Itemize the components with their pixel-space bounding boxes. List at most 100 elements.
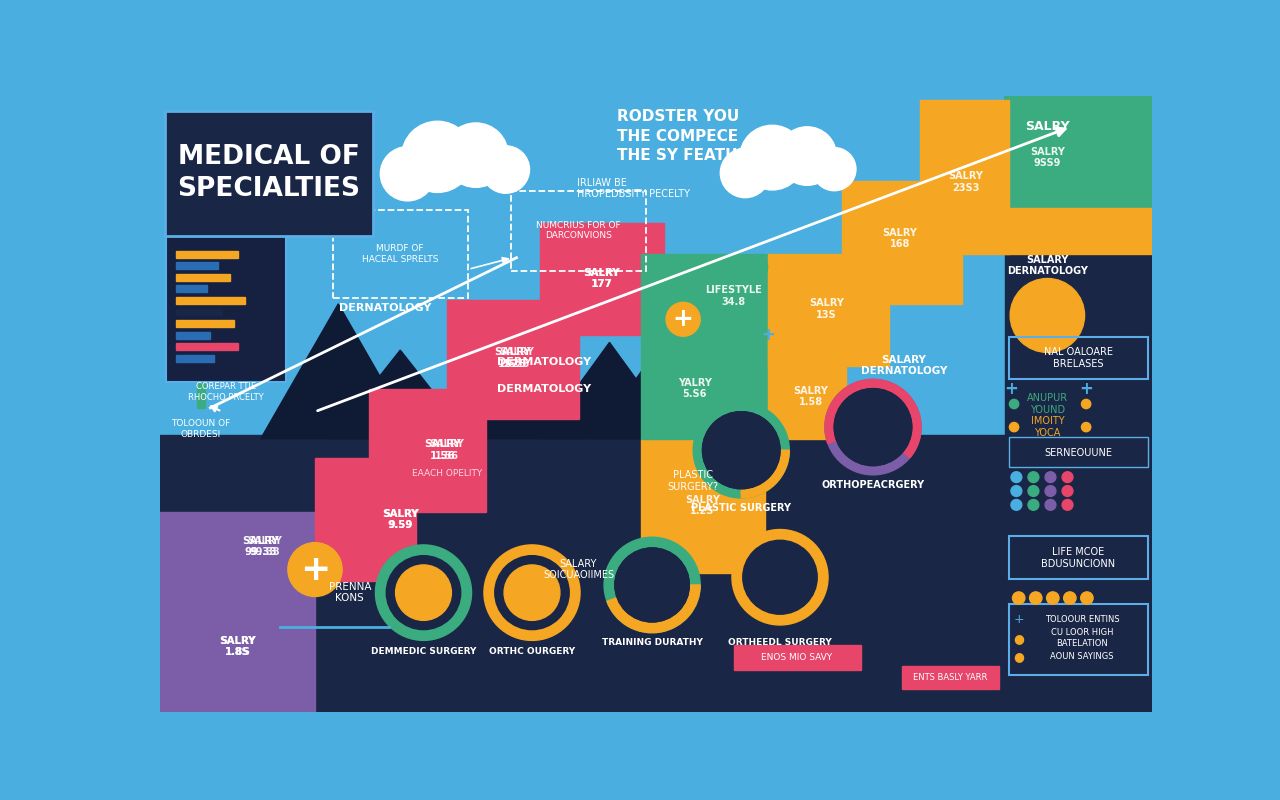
Text: SALRY
1S25: SALRY 1S25	[499, 347, 534, 369]
Circle shape	[1010, 422, 1019, 432]
Circle shape	[1047, 592, 1059, 604]
Circle shape	[1044, 499, 1056, 510]
Bar	[733, 645, 861, 670]
Text: PLASTIC SURGERY: PLASTIC SURGERY	[691, 503, 791, 513]
Circle shape	[484, 545, 580, 640]
Text: SALRY
1.56: SALRY 1.56	[429, 439, 465, 461]
Text: +: +	[673, 307, 694, 331]
Circle shape	[614, 548, 690, 622]
Text: SALRY
23S3: SALRY 23S3	[948, 171, 983, 193]
Text: NAL OALOARE
BRELASES: NAL OALOARE BRELASES	[1044, 347, 1112, 369]
Circle shape	[1044, 472, 1056, 482]
Text: PRENNA
KONS: PRENNA KONS	[329, 582, 371, 603]
Text: SALRY
99.33: SALRY 99.33	[242, 536, 279, 558]
Circle shape	[179, 325, 223, 368]
Circle shape	[1028, 486, 1039, 496]
Circle shape	[402, 122, 474, 193]
Circle shape	[1062, 486, 1073, 496]
Wedge shape	[607, 585, 700, 633]
Bar	[197, 354, 205, 408]
Circle shape	[288, 542, 342, 597]
Circle shape	[1064, 592, 1076, 604]
Text: SALRY
13S: SALRY 13S	[809, 298, 844, 320]
Bar	[175, 332, 210, 338]
Text: MEDICAL OF
SPECIALTIES: MEDICAL OF SPECIALTIES	[177, 143, 360, 202]
Text: COREPAR TTIE
RHOCHO PRCELTY: COREPAR TTIE RHOCHO PRCELTY	[188, 382, 264, 402]
Circle shape	[183, 301, 220, 338]
Circle shape	[778, 126, 837, 186]
Wedge shape	[824, 379, 922, 458]
Text: SALARY
DERNATOLOGY: SALARY DERNATOLOGY	[1007, 254, 1088, 276]
Text: +: +	[1079, 379, 1093, 398]
Text: SALRY
177: SALRY 177	[584, 268, 621, 290]
Text: TRAINING DURATHY: TRAINING DURATHY	[602, 638, 703, 647]
Text: CU LOOR HIGH
BATELATION: CU LOOR HIGH BATELATION	[1051, 628, 1114, 648]
Text: EAACH OPELITY: EAACH OPELITY	[412, 469, 481, 478]
Text: SALRY
1.2S: SALRY 1.2S	[685, 495, 719, 517]
Circle shape	[1062, 499, 1073, 510]
Text: MURDF OF
HACEAL SPRELTS: MURDF OF HACEAL SPRELTS	[362, 244, 439, 263]
Text: ●: ●	[1014, 631, 1024, 645]
Circle shape	[824, 379, 922, 475]
Circle shape	[666, 302, 700, 336]
Circle shape	[703, 412, 780, 489]
Text: ORTHC OURGERY: ORTHC OURGERY	[489, 647, 575, 657]
Text: +: +	[300, 553, 330, 586]
Wedge shape	[741, 450, 790, 498]
Circle shape	[1082, 399, 1091, 409]
Text: SALARY
DERNATOLOGY: SALARY DERNATOLOGY	[861, 354, 947, 376]
Polygon shape	[594, 362, 703, 438]
Text: ORTHEEDL SURGERY: ORTHEEDL SURGERY	[728, 638, 832, 647]
Text: SALRY
9.59: SALRY 9.59	[383, 509, 417, 530]
Circle shape	[504, 565, 559, 620]
Text: DERMATOLOGY: DERMATOLOGY	[497, 357, 590, 366]
Bar	[1005, 96, 1152, 712]
Text: SALRY: SALRY	[1025, 120, 1070, 134]
Bar	[1005, 96, 1152, 211]
Bar	[447, 300, 579, 419]
Circle shape	[614, 548, 690, 622]
Circle shape	[835, 389, 911, 466]
Bar	[160, 581, 315, 712]
Circle shape	[746, 256, 768, 278]
Circle shape	[443, 123, 508, 187]
Circle shape	[732, 530, 828, 625]
Text: YALRY
5.S6: YALRY 5.S6	[678, 378, 712, 399]
Text: RODSTER YOU
THE COMPECE
THE SY FEATURES!.: RODSTER YOU THE COMPECE THE SY FEATURES!…	[617, 109, 783, 163]
Text: SALRY
1.56: SALRY 1.56	[425, 439, 461, 461]
Circle shape	[175, 319, 204, 347]
Circle shape	[1010, 399, 1019, 409]
Bar	[640, 438, 764, 574]
Circle shape	[740, 126, 805, 190]
Circle shape	[495, 556, 570, 630]
Circle shape	[396, 565, 452, 620]
Text: SALRY
1.8S: SALRY 1.8S	[220, 636, 255, 658]
Circle shape	[387, 556, 461, 630]
Text: +: +	[1014, 613, 1024, 626]
Bar	[175, 309, 221, 315]
Bar	[175, 297, 246, 304]
Circle shape	[1028, 499, 1039, 510]
Bar	[640, 254, 846, 338]
Circle shape	[813, 147, 856, 190]
Circle shape	[1082, 422, 1091, 432]
Bar	[768, 254, 888, 366]
Circle shape	[721, 148, 771, 198]
Bar	[175, 250, 238, 258]
Text: LIFESTYLE
34.8: LIFESTYLE 34.8	[705, 286, 762, 307]
Text: PLASTIC
SURGERY?: PLASTIC SURGERY?	[668, 470, 718, 492]
Circle shape	[1011, 486, 1021, 496]
Bar	[902, 666, 1000, 689]
Text: SALRY
9.59: SALRY 9.59	[381, 509, 419, 530]
Circle shape	[375, 545, 471, 640]
Circle shape	[694, 402, 790, 498]
Circle shape	[1011, 472, 1021, 482]
Circle shape	[1080, 592, 1093, 604]
Polygon shape	[261, 304, 416, 438]
Text: SALRY
99.33: SALRY 99.33	[247, 536, 282, 558]
Circle shape	[1044, 486, 1056, 496]
FancyBboxPatch shape	[165, 111, 374, 236]
Polygon shape	[330, 350, 470, 438]
Text: TOLOOUR ENTINS: TOLOOUR ENTINS	[1044, 615, 1120, 624]
Circle shape	[742, 540, 817, 614]
